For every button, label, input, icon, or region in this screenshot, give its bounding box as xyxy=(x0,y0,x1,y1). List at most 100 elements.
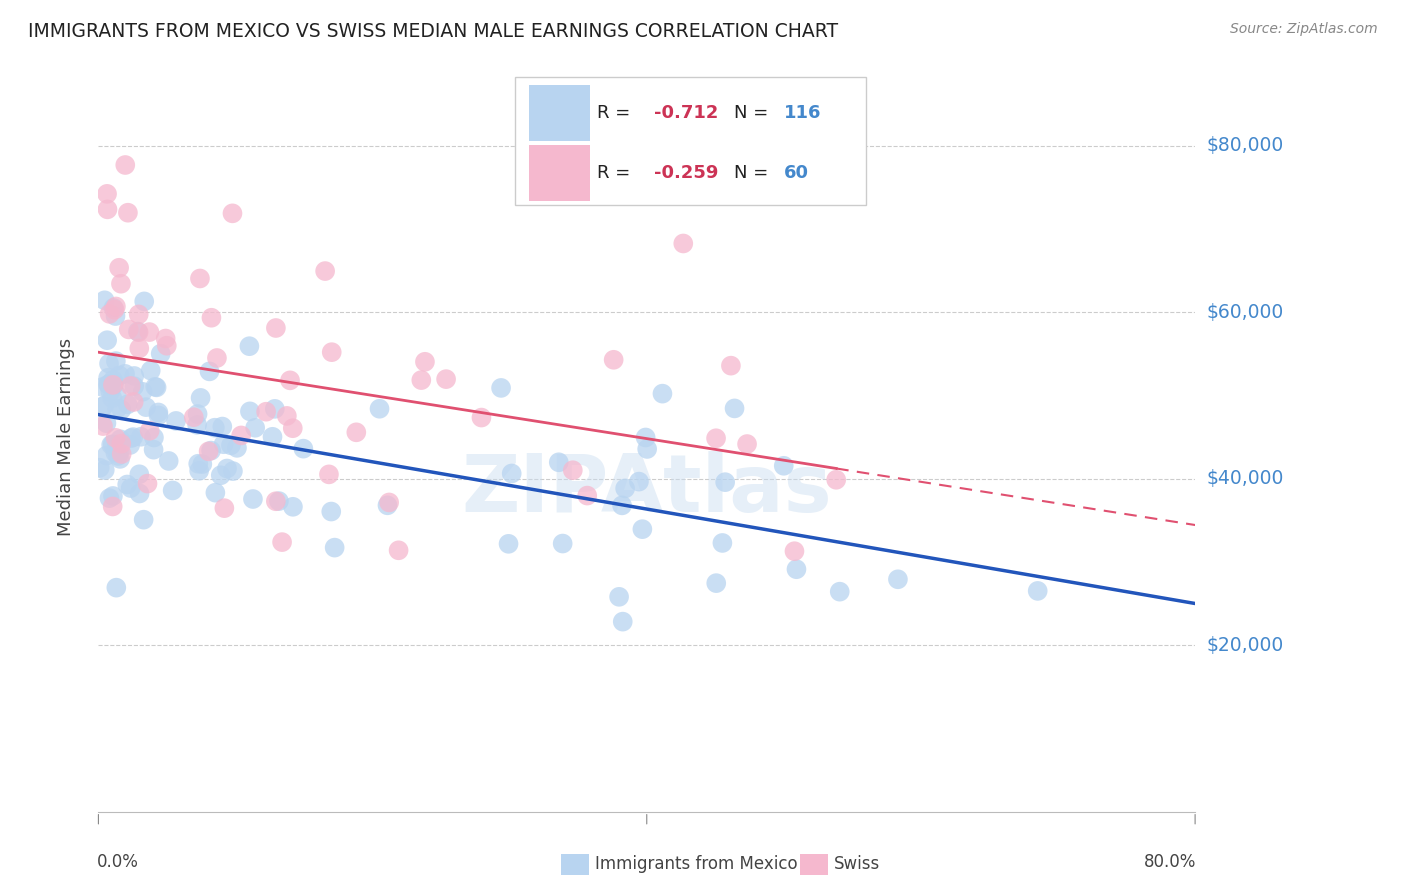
Point xyxy=(434,372,457,386)
Point xyxy=(651,386,673,401)
Point xyxy=(226,441,249,455)
Point xyxy=(97,370,120,384)
Point xyxy=(254,405,277,419)
Point xyxy=(120,481,142,495)
Point xyxy=(128,325,150,339)
Point xyxy=(156,339,179,353)
Point xyxy=(205,351,228,365)
Point xyxy=(321,504,343,518)
Text: IMMIGRANTS FROM MEXICO VS SWISS MEDIAN MALE EARNINGS CORRELATION CHART: IMMIGRANTS FROM MEXICO VS SWISS MEDIAN M… xyxy=(28,22,838,41)
Point xyxy=(122,395,145,409)
Point xyxy=(887,572,910,586)
Point xyxy=(200,443,222,458)
Point xyxy=(91,419,114,434)
Point xyxy=(148,409,170,423)
Point xyxy=(96,186,118,201)
Point xyxy=(93,399,115,413)
Point xyxy=(498,537,520,551)
Point xyxy=(627,475,650,489)
Point xyxy=(105,581,128,595)
Point xyxy=(96,449,118,463)
Point xyxy=(735,437,758,451)
Point xyxy=(101,378,124,392)
Point xyxy=(98,357,121,371)
Point xyxy=(120,438,142,452)
FancyBboxPatch shape xyxy=(530,145,589,202)
Point xyxy=(212,437,235,451)
Point xyxy=(636,442,658,456)
Point xyxy=(187,407,209,421)
Point xyxy=(110,436,132,450)
Point xyxy=(155,332,177,346)
Text: $80,000: $80,000 xyxy=(1206,136,1284,155)
Point xyxy=(634,430,657,444)
Point xyxy=(114,158,136,172)
Point xyxy=(231,428,253,442)
Point xyxy=(720,359,742,373)
Point xyxy=(128,307,150,321)
Point xyxy=(103,301,125,315)
Point xyxy=(142,431,165,445)
Point xyxy=(614,482,637,496)
Point xyxy=(101,489,124,503)
Point xyxy=(120,379,142,393)
Point xyxy=(413,355,436,369)
Point xyxy=(551,536,574,550)
Point xyxy=(122,379,145,393)
Point xyxy=(278,373,301,387)
Point xyxy=(128,467,150,482)
Point xyxy=(101,437,124,451)
Point xyxy=(215,461,238,475)
Point xyxy=(214,501,236,516)
Point xyxy=(239,404,262,418)
Point xyxy=(128,341,150,355)
Point xyxy=(612,615,634,629)
Point xyxy=(198,364,221,378)
Point xyxy=(129,430,152,444)
Point xyxy=(501,467,523,481)
Point xyxy=(105,388,128,402)
Point xyxy=(368,401,391,416)
Point xyxy=(127,325,149,339)
Point xyxy=(105,401,128,416)
Point xyxy=(197,444,219,458)
Text: R =: R = xyxy=(598,104,637,122)
Point xyxy=(94,463,117,477)
Point xyxy=(134,294,156,309)
Point xyxy=(103,377,125,392)
Point xyxy=(489,381,512,395)
Text: Source: ZipAtlas.com: Source: ZipAtlas.com xyxy=(1230,22,1378,37)
Point xyxy=(209,468,232,483)
Point xyxy=(117,397,139,411)
Point xyxy=(104,431,127,445)
Point xyxy=(138,325,160,339)
Point xyxy=(118,322,141,336)
Point xyxy=(281,500,304,514)
Point xyxy=(377,498,399,512)
Point xyxy=(110,277,132,291)
Point xyxy=(238,339,260,353)
Point xyxy=(631,522,654,536)
FancyBboxPatch shape xyxy=(515,78,866,205)
Point xyxy=(120,431,142,445)
Point xyxy=(108,451,131,466)
Point xyxy=(93,293,115,308)
Text: 60: 60 xyxy=(785,164,808,182)
Point xyxy=(131,384,153,399)
Point xyxy=(191,457,214,471)
Point xyxy=(186,417,208,432)
Point xyxy=(610,499,633,513)
Y-axis label: Median Male Earnings: Median Male Earnings xyxy=(56,338,75,536)
Point xyxy=(314,264,336,278)
Point xyxy=(576,489,599,503)
Point xyxy=(91,400,114,414)
Text: $20,000: $20,000 xyxy=(1206,636,1284,655)
Point xyxy=(704,576,727,591)
Point xyxy=(135,400,157,414)
Point xyxy=(222,464,245,478)
Point xyxy=(607,590,630,604)
Point xyxy=(148,405,170,419)
Point xyxy=(139,363,162,377)
Point xyxy=(547,455,569,469)
Point xyxy=(89,460,111,475)
